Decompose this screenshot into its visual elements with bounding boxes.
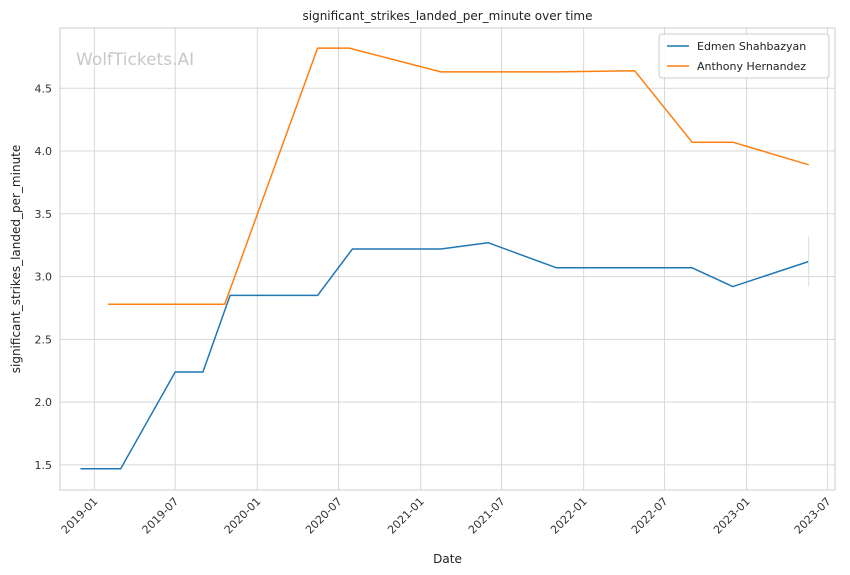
y-tick-label: 1.5: [35, 459, 53, 472]
x-tick-label: 2021-07: [466, 495, 508, 537]
y-axis-title: significant_strikes_landed_per_minute: [9, 145, 23, 374]
plot-area: [59, 27, 836, 491]
x-tick-label: 2019-01: [59, 495, 101, 537]
y-tick-label: 2.5: [35, 333, 53, 346]
x-tick-label: 2023-01: [711, 495, 753, 537]
x-tick-label: 2020-01: [222, 495, 264, 537]
y-tick-label: 3.5: [35, 208, 53, 221]
x-tick-labels: 2019-01 2019-07 2020-01 2020-07 2021-01 2021-…: [59, 495, 834, 537]
legend-box: [658, 33, 830, 79]
x-tick-label: 2021-01: [385, 495, 427, 537]
x-axis-title: Date: [433, 552, 462, 566]
y-tick-label: 4.0: [35, 145, 53, 158]
x-tick-label: 2020-07: [303, 495, 345, 537]
y-gridlines: [60, 87, 835, 466]
chart-title: significant_strikes_landed_per_minute ov…: [302, 9, 592, 23]
x-tick-label: 2022-01: [548, 495, 590, 537]
series-lines: [80, 47, 810, 470]
x-gridlines: [93, 28, 828, 490]
x-tick-label: 2022-07: [629, 495, 671, 537]
series-line-0: [80, 241, 809, 470]
watermark: WolfTickets.AI: [76, 50, 194, 70]
y-tick-labels: 1.5 2.0 2.5 3.0 3.5 4.0 4.5: [35, 82, 53, 472]
y-tick-label: 4.5: [35, 82, 53, 95]
legend-label: Anthony Hernandez: [697, 60, 806, 73]
legend: Edmen Shahbazyan Anthony Hernandez: [658, 33, 830, 79]
x-tick-label: 2023-07: [792, 495, 834, 537]
y-tick-label: 2.0: [35, 396, 53, 409]
series-line-1: [108, 47, 809, 305]
legend-label: Edmen Shahbazyan: [697, 40, 806, 53]
y-tick-label: 3.0: [35, 271, 53, 284]
x-tick-label: 2019-07: [140, 495, 182, 537]
